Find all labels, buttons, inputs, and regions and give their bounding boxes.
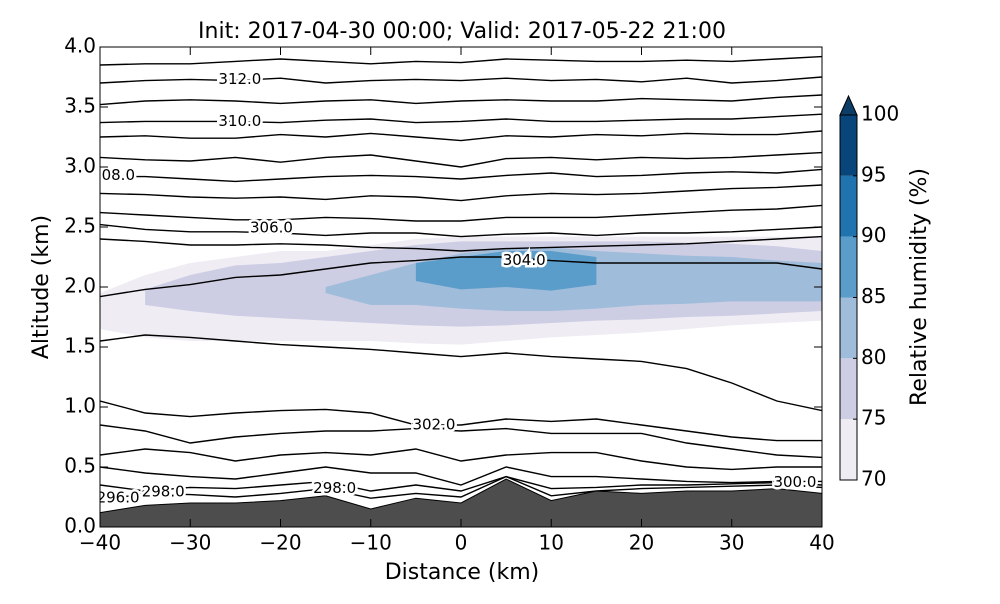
y-tick-label: 4.0 [64,34,96,58]
x-tick-label: 40 [809,531,834,555]
x-tick-label: 0 [455,531,468,555]
y-axis-label: Altitude (km) [29,215,54,359]
contour-line [100,76,822,84]
contour-line [100,204,822,222]
x-tick-label: −10 [350,531,392,555]
colorbar-bin [840,115,857,176]
x-tick-label: −30 [169,531,211,555]
y-tick-label: 3.0 [64,154,96,178]
contour-label: 302.0 [412,416,455,434]
contour-line [100,151,822,168]
contour-line [100,113,822,124]
x-tick-label: −20 [259,531,301,555]
contour-line [100,235,822,252]
contour-line [100,184,822,202]
contour-line [100,334,822,412]
colorbar-tick-label: 80 [861,345,886,369]
y-tick-label: 1.5 [64,334,96,358]
contour-line [100,466,822,486]
y-tick-label: 0.0 [64,514,96,538]
contour-label: 298.0 [313,479,356,497]
contour-line [100,475,822,492]
contour-label: 312.0 [218,70,261,88]
x-tick-label: 10 [539,531,564,555]
contour-label: 296.0 [97,489,140,507]
colorbar-tick-label: 90 [861,223,886,247]
x-axis-label: Distance (km) [385,560,540,585]
contour-line [100,130,822,142]
contour-line [100,448,822,471]
colorbar-bin [840,358,857,420]
colorbar-tick-label: 70 [861,467,886,491]
contour-line [100,400,822,442]
contour-line [100,475,822,502]
contour-label: 310.0 [218,112,261,130]
colorbar-tick-label: 75 [861,406,886,430]
chart-title: Init: 2017-04-30 00:00; Valid: 2017-05-2… [198,19,726,44]
contour-label: 304.0 [503,251,546,269]
contour-line [100,424,822,459]
y-tick-label: 0.5 [64,454,96,478]
colorbar-bin [840,419,857,480]
x-tick-label: 20 [629,531,654,555]
colorbar-tick-label: 85 [861,284,886,308]
y-tick-label: 2.5 [64,214,96,238]
terrain [100,478,822,527]
axes: −40 −30 −20 −10 0 10 20 30 400.00.51.01.52.02.53… [64,34,899,555]
plot-area: 312.0 310.0 308.0 306.0 304.0 302.0 300.0 298.0… [92,55,822,527]
contour-label: 298.0 [142,483,185,501]
x-tick-label: −40 [79,531,121,555]
y-tick-label: 3.5 [64,94,96,118]
colorbar-label: Relative humidity (%) [907,168,932,406]
colorbar-bin [840,236,857,298]
colorbar-bin [840,175,857,237]
colorbar-bin [840,297,857,359]
contour-line [100,55,822,66]
contour-label: 300.0 [773,473,816,491]
x-tick-label: 30 [719,531,744,555]
contour-label: 306.0 [250,219,293,237]
contour-line [100,223,822,238]
contour-line [100,256,822,298]
contour-line [100,94,822,106]
y-tick-label: 2.0 [64,274,96,298]
contour-label: 308.0 [92,166,135,184]
y-tick-label: 1.0 [64,394,96,418]
colorbar-tick-label: 100 [861,102,899,126]
contour-line [100,168,822,183]
colorbar-tick-label: 95 [861,162,886,186]
